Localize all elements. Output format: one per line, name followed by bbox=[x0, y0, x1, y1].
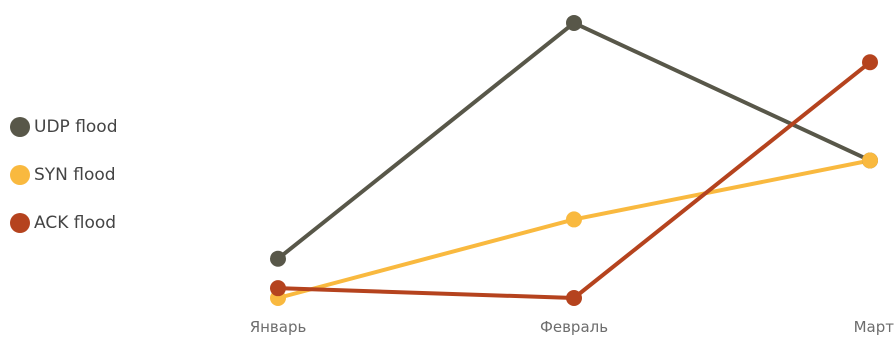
legend-item-udp-flood: UDP flood bbox=[10, 115, 118, 139]
data-point bbox=[270, 250, 286, 267]
legend-label: SYN flood bbox=[34, 165, 116, 185]
data-point bbox=[566, 211, 582, 228]
x-tick-label: Февраль bbox=[540, 318, 608, 336]
data-point bbox=[566, 290, 582, 306]
data-point bbox=[566, 14, 582, 31]
legend-item-ack-flood: ACK flood bbox=[10, 211, 118, 235]
data-point bbox=[862, 152, 878, 169]
ack-flood-marker-icon bbox=[10, 213, 30, 233]
legend: UDP flood SYN flood ACK flood bbox=[10, 115, 118, 259]
legend-label: UDP flood bbox=[34, 117, 118, 137]
x-tick-label: Март bbox=[854, 318, 895, 336]
legend-label: ACK flood bbox=[34, 213, 117, 233]
series-line bbox=[277, 158, 871, 300]
data-point bbox=[270, 280, 286, 297]
data-point bbox=[862, 54, 878, 71]
udp-flood-marker-icon bbox=[10, 117, 30, 137]
x-tick-label: Январь bbox=[250, 318, 307, 336]
syn-flood-marker-icon bbox=[10, 165, 30, 185]
legend-item-syn-flood: SYN flood bbox=[10, 163, 118, 187]
